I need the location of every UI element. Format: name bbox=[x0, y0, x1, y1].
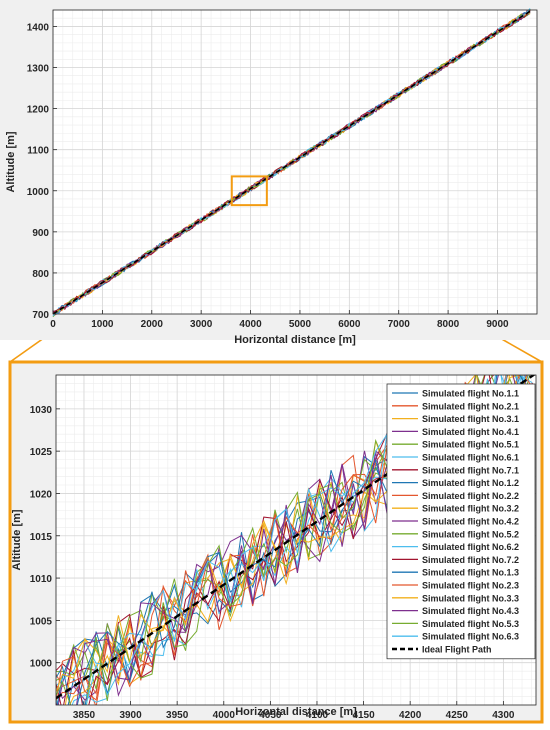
legend-label: Simulated flight No.6.1 bbox=[422, 453, 519, 463]
y-tick-label: 1100 bbox=[27, 146, 49, 157]
x-tick-label: 8000 bbox=[437, 319, 460, 330]
legend-label: Simulated flight No.5.2 bbox=[422, 529, 519, 539]
y-tick-label: 1015 bbox=[30, 532, 53, 543]
zoom-x-axis-label: Horizontal distance [m] bbox=[235, 706, 357, 718]
x-tick-label: 4250 bbox=[446, 710, 469, 721]
y-tick-label: 1000 bbox=[27, 187, 50, 198]
y-tick-label: 1005 bbox=[30, 616, 53, 627]
y-tick-label: 1020 bbox=[30, 489, 53, 500]
x-tick-label: 5000 bbox=[289, 319, 312, 330]
x-tick-label: 4000 bbox=[239, 319, 262, 330]
x-tick-label: 1000 bbox=[91, 319, 114, 330]
legend-label: Simulated flight No.3.3 bbox=[422, 593, 519, 603]
x-tick-label: 3850 bbox=[73, 710, 96, 721]
y-tick-label: 1300 bbox=[27, 64, 50, 75]
y-tick-label: 900 bbox=[32, 228, 49, 239]
x-tick-label: 4300 bbox=[492, 710, 515, 721]
legend-label: Simulated flight No.3.1 bbox=[422, 414, 519, 424]
legend-label: Simulated flight No.2.2 bbox=[422, 491, 519, 501]
x-tick-label: 4150 bbox=[352, 710, 375, 721]
legend-label: Simulated flight No.1.3 bbox=[422, 568, 519, 578]
x-tick-label: 4100 bbox=[306, 710, 329, 721]
overview-chart: 0 1000 2000 3000 4000 5000 6000 7000 8000 9000 70… bbox=[0, 0, 550, 346]
legend-label: Simulated flight No.2.3 bbox=[422, 581, 519, 591]
legend-label: Simulated flight No.5.3 bbox=[422, 619, 519, 629]
legend-label: Simulated flight No.1.2 bbox=[422, 478, 519, 488]
zoom-y-axis-label: Altitude [m] bbox=[11, 509, 23, 570]
zoom-y-ticks: 1000 1005 1010 1015 1020 1025 1030 bbox=[30, 405, 60, 670]
y-tick-label: 700 bbox=[32, 310, 49, 321]
x-tick-label: 6000 bbox=[338, 319, 361, 330]
legend-label: Simulated flight No.7.2 bbox=[422, 555, 519, 565]
legend-label: Simulated flight No.6.2 bbox=[422, 542, 519, 552]
y-tick-label: 1010 bbox=[30, 574, 53, 585]
overview-y-ticks: 700 800 900 1000 1100 1200 1300 1400 bbox=[27, 22, 57, 321]
x-tick-label: 3000 bbox=[190, 319, 213, 330]
legend-label: Simulated flight No.3.2 bbox=[422, 504, 519, 514]
overview-lines bbox=[52, 8, 533, 318]
overview-x-ticks: 0 1000 2000 3000 4000 5000 6000 7000 8000 9000 bbox=[50, 310, 509, 330]
legend-label: Simulated flight No.7.1 bbox=[422, 465, 519, 475]
zoom-panel-frame bbox=[8, 360, 544, 724]
y-tick-label: 1400 bbox=[27, 22, 50, 33]
x-tick-label: 0 bbox=[50, 319, 56, 330]
zoom-x-ticks: 3850 3900 3950 4000 4050 4100 4150 4200 4250 4300 bbox=[73, 701, 515, 721]
x-tick-label: 4000 bbox=[213, 710, 236, 721]
y-tick-label: 800 bbox=[32, 269, 49, 280]
overview-ideal-flight-path bbox=[52, 9, 533, 315]
y-tick-label: 1200 bbox=[27, 105, 50, 116]
legend-label: Simulated flight No.5.1 bbox=[422, 440, 519, 450]
zoom-region-box bbox=[230, 175, 268, 207]
legend-label: Simulated flight No.6.3 bbox=[422, 632, 519, 642]
overview-x-axis-label: Horizontal distance [m] bbox=[234, 334, 356, 346]
x-tick-label: 3950 bbox=[166, 710, 189, 721]
legend-label: Simulated flight No.4.2 bbox=[422, 517, 519, 527]
x-tick-label: 7000 bbox=[388, 319, 411, 330]
x-tick-label: 4050 bbox=[259, 710, 282, 721]
y-tick-label: 1025 bbox=[30, 447, 53, 458]
overview-grid bbox=[52, 9, 538, 315]
legend-label: Simulated flight No.1.1 bbox=[422, 389, 519, 399]
ideal-flight-path bbox=[56, 375, 536, 700]
x-tick-label: 2000 bbox=[141, 319, 164, 330]
legend-label: Simulated flight No.4.1 bbox=[422, 427, 519, 437]
y-tick-label: 1000 bbox=[30, 659, 53, 670]
legend-label: Ideal Flight Path bbox=[422, 645, 492, 655]
overview-axes-box bbox=[52, 9, 538, 315]
overview-y-axis-label: Altitude [m] bbox=[5, 131, 17, 192]
legend-label: Simulated flight No.2.1 bbox=[422, 401, 519, 411]
x-tick-label: 3900 bbox=[119, 710, 142, 721]
x-tick-label: 9000 bbox=[486, 319, 509, 330]
x-tick-label: 4200 bbox=[399, 710, 422, 721]
legend: Simulated flight No.1.1 Simulated flight … bbox=[386, 383, 536, 660]
y-tick-label: 1030 bbox=[30, 405, 53, 416]
zoom-axes-box bbox=[55, 374, 537, 706]
zoom-chart: 3850 3900 3950 4000 4050 4100 4150 4200 4250 4300… bbox=[8, 360, 544, 724]
legend-label: Simulated flight No.4.3 bbox=[422, 606, 519, 616]
zoom-lines bbox=[56, 375, 536, 705]
